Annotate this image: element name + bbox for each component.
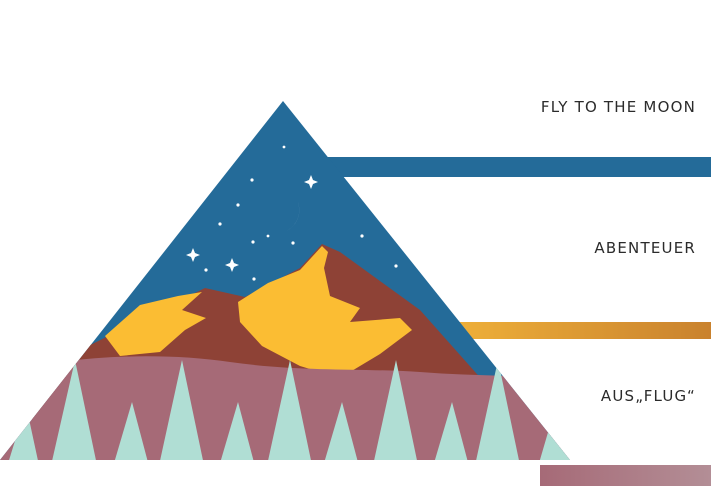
pyramid-triangle [0, 101, 570, 460]
mountain-highlight-main [238, 246, 412, 378]
star [360, 234, 364, 238]
tree [266, 360, 313, 460]
star [291, 241, 295, 245]
layer-label-top: FLY TO THE MOON [540, 98, 696, 116]
star [252, 277, 256, 281]
stars [186, 145, 398, 281]
layer-label-middle: ABENTEUER [594, 239, 696, 257]
star [266, 234, 270, 238]
star [394, 264, 398, 268]
star [250, 178, 254, 182]
tree [218, 402, 256, 460]
star [204, 268, 208, 272]
tree [372, 360, 419, 460]
layer-bar-top [300, 157, 711, 177]
layer-bar-middle [430, 322, 711, 339]
tree [158, 360, 205, 460]
sparkle-star [225, 258, 239, 272]
tree [112, 402, 150, 460]
tree [432, 402, 470, 460]
sparkle-star [186, 248, 200, 262]
layer-label-bottom: AUS„FLUG“ [600, 387, 696, 405]
star [218, 222, 222, 226]
tree [50, 360, 98, 460]
forest [6, 360, 570, 460]
tree [474, 360, 521, 460]
star [282, 145, 286, 149]
star [236, 203, 240, 207]
tree [6, 405, 40, 460]
layer-bar-bottom [540, 465, 711, 486]
mountain-highlight-left [105, 292, 206, 356]
star [251, 240, 255, 244]
sparkle-star [304, 175, 318, 189]
tree [322, 402, 360, 460]
